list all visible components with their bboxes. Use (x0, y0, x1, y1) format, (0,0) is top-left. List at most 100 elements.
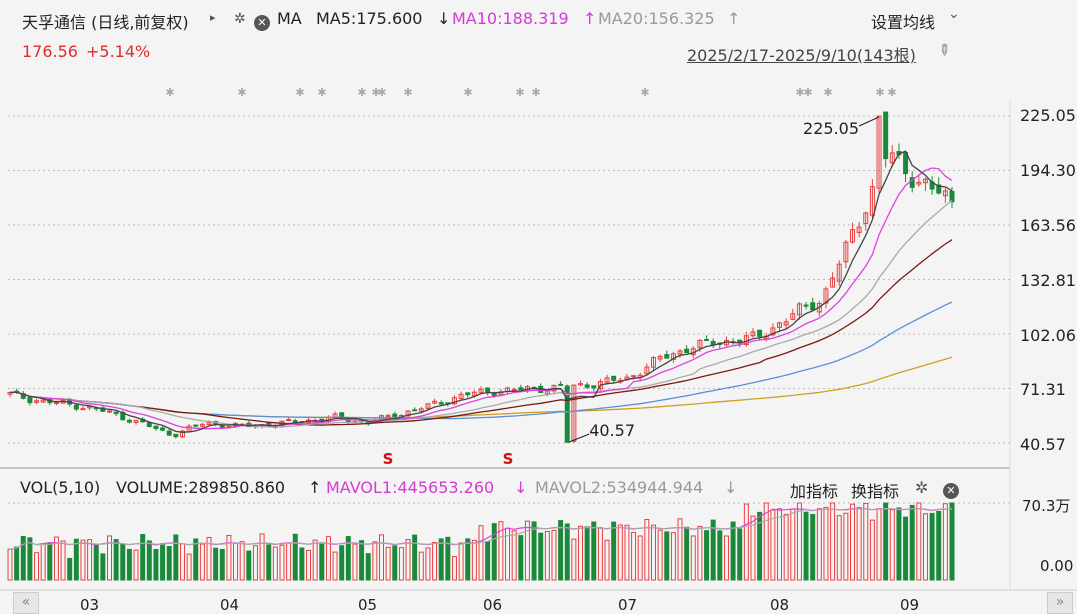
event-marker-icon: ✱ (795, 86, 804, 99)
candle-body (803, 304, 809, 307)
volume-bar (810, 513, 816, 581)
price-axis-label: 225.05 (1020, 106, 1076, 125)
volume-bar (47, 542, 53, 581)
candle-body (53, 402, 59, 405)
candle-body (883, 111, 889, 160)
price-axis-label: 40.57 (1020, 435, 1066, 454)
volume-bar (903, 516, 909, 581)
volume-bar (133, 549, 139, 581)
volume-bar (730, 521, 736, 581)
volume-bar (7, 548, 13, 581)
volume-bar (306, 549, 312, 581)
ma5-line (9, 150, 953, 433)
date-range[interactable]: 2025/2/17-2025/9/10(143根) (687, 46, 916, 65)
settings-ma-button[interactable]: 设置均线 (871, 13, 936, 32)
add-indicator-button[interactable]: 加指标 (790, 482, 839, 501)
expand-arrow-icon[interactable]: ▸ (210, 11, 216, 24)
volume-bar (916, 502, 922, 581)
event-marker-icon: ✱ (823, 86, 832, 99)
candle-body (611, 375, 617, 381)
event-marker-icon: ✱ (515, 86, 524, 99)
volume-value: VOLUME:289850.860 (116, 478, 286, 497)
volume-bar (578, 525, 583, 581)
time-axis-label: 09 (900, 596, 920, 614)
candle-body (126, 419, 132, 423)
switch-indicator-button[interactable]: 换指标 (851, 482, 900, 501)
event-marker-icon: ✱ (887, 86, 896, 99)
candle-body (173, 433, 179, 438)
price-change: +5.14% (86, 42, 151, 61)
volume-bar (160, 543, 166, 581)
volume-bar (783, 513, 789, 581)
volume-bar (816, 508, 822, 581)
volume-bar (458, 542, 464, 581)
candle-body (133, 419, 139, 423)
chevron-down-icon[interactable]: ⌄ (948, 6, 960, 22)
volume-bar (531, 521, 537, 581)
signal-marker: S (383, 450, 394, 468)
volume-bar (438, 538, 444, 581)
volume-bar (100, 553, 106, 581)
ma5-value: MA5:175.600 (316, 9, 423, 28)
candle-body (412, 409, 418, 412)
volume-bar (584, 526, 590, 581)
gear-icon[interactable]: ✲ (234, 11, 246, 27)
candle-body (518, 387, 524, 391)
candle-body (578, 383, 583, 386)
volume-bar (650, 524, 656, 581)
volume-bar (704, 530, 710, 581)
volume-bar (27, 537, 33, 581)
volume-bar (869, 519, 875, 581)
candle-body (113, 411, 119, 415)
ma60-line (9, 301, 953, 420)
time-axis-label: 04 (220, 596, 240, 614)
volume-bar (637, 535, 643, 581)
candle-body (869, 186, 875, 216)
candle-body (458, 393, 464, 400)
volume-bar (823, 506, 829, 581)
volume-bar (591, 521, 597, 581)
candle-body (704, 339, 710, 342)
mavol2-value: MAVOL2:534944.944 (535, 478, 704, 497)
volume-bar (312, 539, 318, 581)
candle-body (604, 377, 610, 383)
candle-body (697, 339, 703, 349)
candle-body (418, 408, 424, 412)
candle-body (107, 410, 112, 413)
volume-bar (206, 536, 212, 581)
volume-bar (796, 502, 802, 581)
volume-bar (617, 524, 623, 581)
candle-body (219, 424, 225, 428)
candle-body (670, 353, 676, 360)
candle-body (777, 322, 783, 328)
volume-bar (723, 535, 729, 581)
volume-bar (246, 550, 252, 581)
current-price: 176.56 (22, 42, 78, 61)
volume-bar (465, 538, 471, 581)
volume-bar (239, 541, 245, 581)
candle-body (286, 419, 292, 422)
volume-bar (836, 515, 842, 581)
volume-bar (936, 510, 942, 581)
event-marker-icon: ✱ (640, 86, 649, 99)
scroll-right-button[interactable]: » (1047, 592, 1073, 614)
volume-bar (551, 529, 557, 581)
indicator-close-icon[interactable]: ✕ (943, 479, 959, 499)
volume-bar (597, 527, 603, 581)
volume-bar (219, 548, 225, 581)
volume-axis-bottom: 0.00 (1040, 557, 1074, 575)
event-marker-icon: ✱ (371, 86, 380, 99)
candle-body (790, 313, 796, 320)
volume-bar (664, 531, 670, 581)
volume-bar (558, 520, 564, 581)
volume-bar (365, 553, 371, 581)
close-icon[interactable]: ✕ (254, 11, 270, 31)
candle-body (146, 422, 152, 427)
volume-axis-top: 70.3万 (1022, 497, 1071, 515)
volume-bar (213, 547, 219, 581)
stock-title[interactable]: 天孚通信 (日线,前复权) (22, 13, 189, 32)
ma20-arrow: ↑ (727, 9, 741, 28)
indicator-settings-gear-icon[interactable]: ✲ (915, 478, 929, 497)
volume-bar (425, 547, 431, 581)
